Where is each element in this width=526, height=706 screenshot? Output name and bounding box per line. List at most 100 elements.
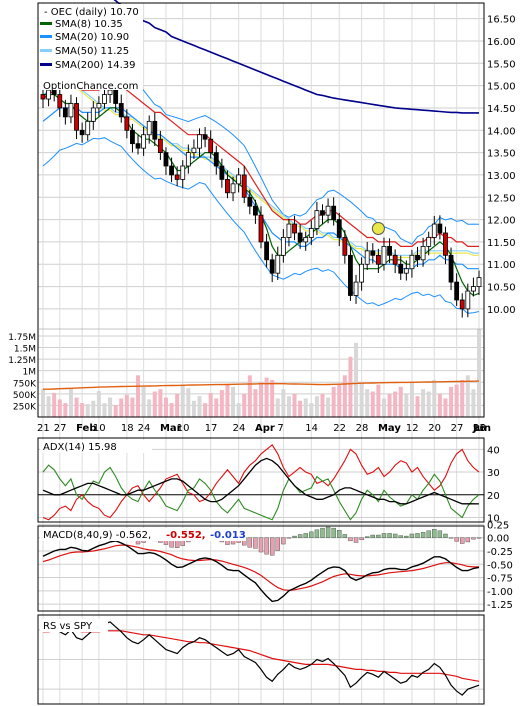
candle-body: [219, 165, 225, 180]
macd-histogram-bar: [258, 537, 264, 553]
candle-body: [46, 89, 51, 100]
volume-bar: [124, 394, 129, 417]
volume-bar: [85, 404, 90, 417]
macd-tick-label: -1.25: [487, 600, 513, 611]
macd-histogram-bar: [331, 527, 336, 538]
volume-bar: [236, 403, 241, 417]
volume-bar: [337, 384, 342, 417]
rs-label-text: RS vs SPY: [43, 621, 93, 632]
bollinger-lower: [42, 137, 480, 314]
macd-panel: 0.25 0.00 -0.25 -0.50 -0.75 -1.00 -1.25: [40, 520, 513, 611]
volume-bar: [320, 393, 325, 417]
volume-bar: [437, 393, 442, 417]
macd-tick-label: -0.75: [487, 574, 513, 585]
macd-histogram-bar: [409, 533, 415, 538]
macd-histogram-bar: [432, 528, 437, 538]
volume-bar: [409, 382, 414, 417]
rs-line: [42, 621, 480, 696]
candle-body: [420, 245, 426, 261]
candle-body: [57, 94, 63, 109]
candle-body: [85, 120, 91, 136]
candle-body: [191, 147, 197, 154]
volume-tick-label: 1.25M: [8, 356, 36, 366]
macd-histogram-bar: [476, 537, 482, 539]
volume-bar: [370, 391, 375, 417]
macd-histogram-bar: [314, 529, 320, 538]
price-tick-label: 16.00: [487, 37, 516, 48]
adx-label-bg: [40, 440, 152, 453]
adx-tick-label: 40: [487, 445, 500, 456]
volume-bar: [57, 399, 62, 417]
volume-bar: [96, 391, 101, 417]
volume-bar: [152, 391, 157, 417]
x-tick-label: 14: [305, 423, 318, 434]
volume-bar: [286, 396, 291, 417]
volume-bar: [74, 397, 79, 417]
volume-bar: [41, 389, 45, 417]
macd-tick-label: 0.00: [487, 534, 509, 545]
macd-value-text: -0.552,: [166, 530, 206, 541]
volume-bar: [443, 398, 448, 417]
macd-tick-label: -1.00: [487, 587, 513, 598]
macd-label-bg: [40, 528, 246, 541]
adx-label: ADX(14) 15.98: [40, 440, 152, 453]
candle-body: [359, 263, 365, 283]
volume-tick-label: 1.5M: [14, 345, 36, 355]
volume-bar: [214, 398, 219, 417]
candle-body: [387, 245, 392, 256]
candle-body: [392, 254, 398, 265]
volume-bar: [186, 388, 191, 417]
volume-bar: [449, 386, 454, 417]
adx-tick-label: 10: [487, 513, 500, 524]
candle-body: [180, 165, 186, 180]
volume-bar: [141, 386, 146, 417]
candle-body: [253, 205, 258, 216]
volume-bar: [460, 379, 465, 417]
legend-entry-sma50: SMA(50) 11.25: [55, 46, 129, 57]
macd-histogram-bar: [337, 530, 342, 538]
macd-tick-label: 0.25: [487, 520, 509, 531]
volume-bar: [219, 390, 224, 417]
macd-histogram-bar: [392, 533, 398, 538]
price-tick-label: 12.00: [487, 216, 516, 227]
price-panel: 16.50 16.00 15.50 15.00 14.50 14.00 13.50 13.00…: [40, 0, 516, 318]
price-tick-label: 11.00: [487, 260, 516, 271]
macd-histogram-bar: [320, 527, 325, 538]
price-tick-label: 12.50: [487, 193, 516, 204]
macd-tick-label: -0.25: [487, 547, 513, 558]
watermark: OptionChance.com: [43, 81, 138, 92]
candle-body: [280, 237, 286, 256]
legend-swatch-sma8: [40, 22, 52, 25]
adx-tick-label: 20: [487, 491, 500, 502]
x-tick-label: 27: [54, 423, 67, 434]
x-tick-label: 7: [277, 423, 283, 434]
volume-bar: [348, 356, 353, 417]
volume-bar: [326, 397, 331, 417]
candle-body: [264, 241, 269, 261]
candle-body: [431, 223, 437, 238]
candle-body: [375, 254, 381, 265]
volume-tick-label: 750K: [13, 379, 37, 389]
candle-body: [476, 277, 482, 287]
x-tick-label: 23: [473, 423, 486, 434]
volume-bar: [432, 379, 437, 417]
macd-histogram-bar: [404, 535, 409, 538]
volume-bar: [426, 391, 431, 417]
volume-bar: [314, 396, 319, 417]
volume-bar: [108, 397, 113, 417]
candle-body: [107, 89, 113, 95]
volume-bar: [465, 375, 470, 417]
volume-bar: [169, 403, 174, 417]
candle-body: [459, 299, 465, 310]
sma50-line: [42, 58, 479, 256]
candle-body: [403, 268, 409, 274]
price-tick-label: 15.50: [487, 59, 516, 70]
volume-bar: [359, 382, 364, 417]
candle-body: [437, 223, 443, 234]
volume-bar: [119, 398, 124, 417]
macd-histogram-bar: [353, 537, 359, 543]
price-panel-frame: [37, 2, 485, 418]
volume-bar: [292, 393, 297, 417]
